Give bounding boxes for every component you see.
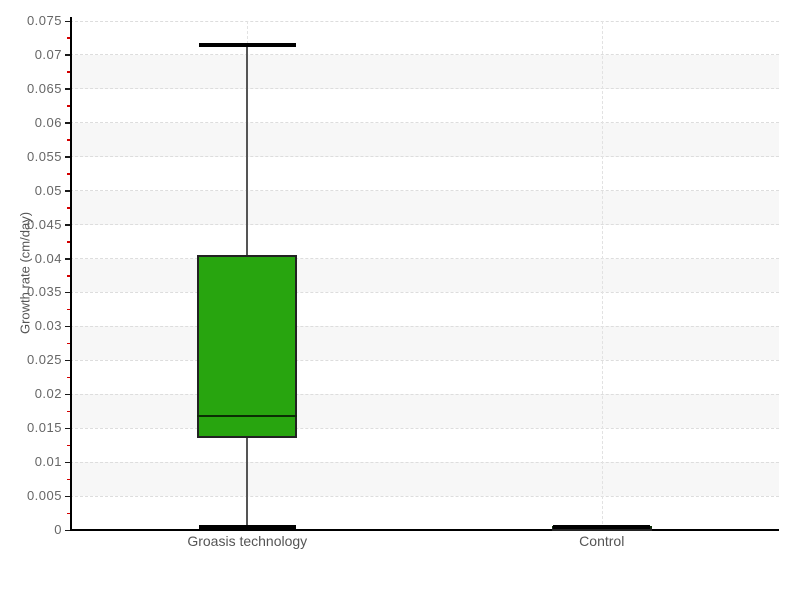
y-tick-label: 0.02 [34, 386, 62, 402]
gridline-horizontal [70, 88, 779, 90]
lower-cap-groasis-technology [198, 524, 296, 529]
y-minor-tick [67, 207, 70, 209]
gridline-horizontal [70, 495, 779, 497]
gridline-horizontal [70, 393, 779, 395]
y-major-tick [65, 529, 70, 531]
y-major-tick [65, 122, 70, 124]
y-minor-tick [67, 105, 70, 107]
background-band [70, 122, 779, 157]
y-tick-label: 0.03 [34, 318, 62, 334]
y-tick-label: 0.025 [26, 352, 62, 368]
y-major-tick [65, 20, 70, 22]
y-minor-tick [67, 308, 70, 311]
y-axis-line [70, 17, 72, 530]
y-major-tick [65, 359, 70, 362]
box-groasis-technology [197, 255, 298, 439]
background-band [70, 190, 779, 225]
y-tick-label: 0.015 [26, 420, 62, 436]
y-tick-label: 0.05 [34, 182, 62, 198]
gridline-vertical [601, 21, 603, 529]
gridline-horizontal [70, 190, 779, 192]
y-minor-tick [67, 478, 70, 481]
background-band [70, 394, 779, 429]
y-tick-label: 0.045 [26, 216, 62, 232]
y-minor-tick [67, 275, 70, 277]
y-minor-tick [67, 410, 70, 413]
x-axis-line [70, 529, 779, 531]
gridline-horizontal [70, 291, 779, 293]
y-minor-tick [67, 444, 70, 447]
gridline-horizontal [70, 258, 779, 260]
y-tick-label: 0.01 [34, 454, 62, 470]
y-major-tick [65, 54, 70, 56]
y-tick-label: 0.075 [26, 13, 62, 28]
category-label-groasis-technology: Groasis technology [187, 533, 308, 549]
background-band [70, 462, 779, 497]
y-major-tick [65, 291, 70, 294]
y-minor-tick [67, 512, 70, 515]
y-major-tick [65, 325, 70, 328]
gridline-horizontal [70, 427, 779, 429]
background-band [70, 326, 779, 361]
gridline-horizontal [70, 122, 779, 124]
gridline-horizontal [70, 156, 779, 158]
gridline-horizontal [70, 54, 779, 56]
y-major-tick [65, 427, 70, 430]
y-major-tick [65, 190, 70, 192]
y-minor-tick [67, 37, 70, 39]
background-band [70, 258, 779, 293]
category-label-control: Control [579, 533, 625, 549]
y-minor-tick [67, 71, 70, 73]
gridline-horizontal [70, 359, 779, 361]
y-tick-label: 0.065 [26, 80, 62, 96]
y-major-tick [65, 258, 70, 260]
y-minor-tick [67, 173, 70, 175]
y-tick-label: 0.06 [34, 114, 62, 130]
median-groasis-technology [197, 414, 298, 417]
y-minor-tick [67, 139, 70, 141]
y-major-tick [65, 495, 70, 498]
gridline-horizontal [70, 325, 779, 327]
y-major-tick [65, 461, 70, 464]
y-major-tick [65, 88, 70, 90]
y-minor-tick [67, 241, 70, 243]
lower-cap-control [553, 524, 651, 529]
y-minor-tick [67, 342, 70, 345]
y-tick-label: 0.035 [26, 284, 62, 300]
gridline-horizontal [70, 20, 779, 22]
gridline-horizontal [70, 461, 779, 463]
upper-cap-groasis-technology [198, 42, 296, 47]
background-band [70, 54, 779, 89]
y-major-tick [65, 393, 70, 396]
y-tick-label: 0.055 [26, 148, 62, 164]
y-tick-label: 0.005 [26, 488, 62, 504]
y-major-tick [65, 224, 70, 226]
y-major-tick [65, 156, 70, 158]
y-tick-label: 0.04 [34, 250, 62, 266]
y-tick-label: 0 [54, 522, 62, 537]
y-minor-tick [67, 376, 70, 379]
y-tick-label: 0.07 [34, 46, 62, 62]
gridline-horizontal [70, 224, 779, 226]
